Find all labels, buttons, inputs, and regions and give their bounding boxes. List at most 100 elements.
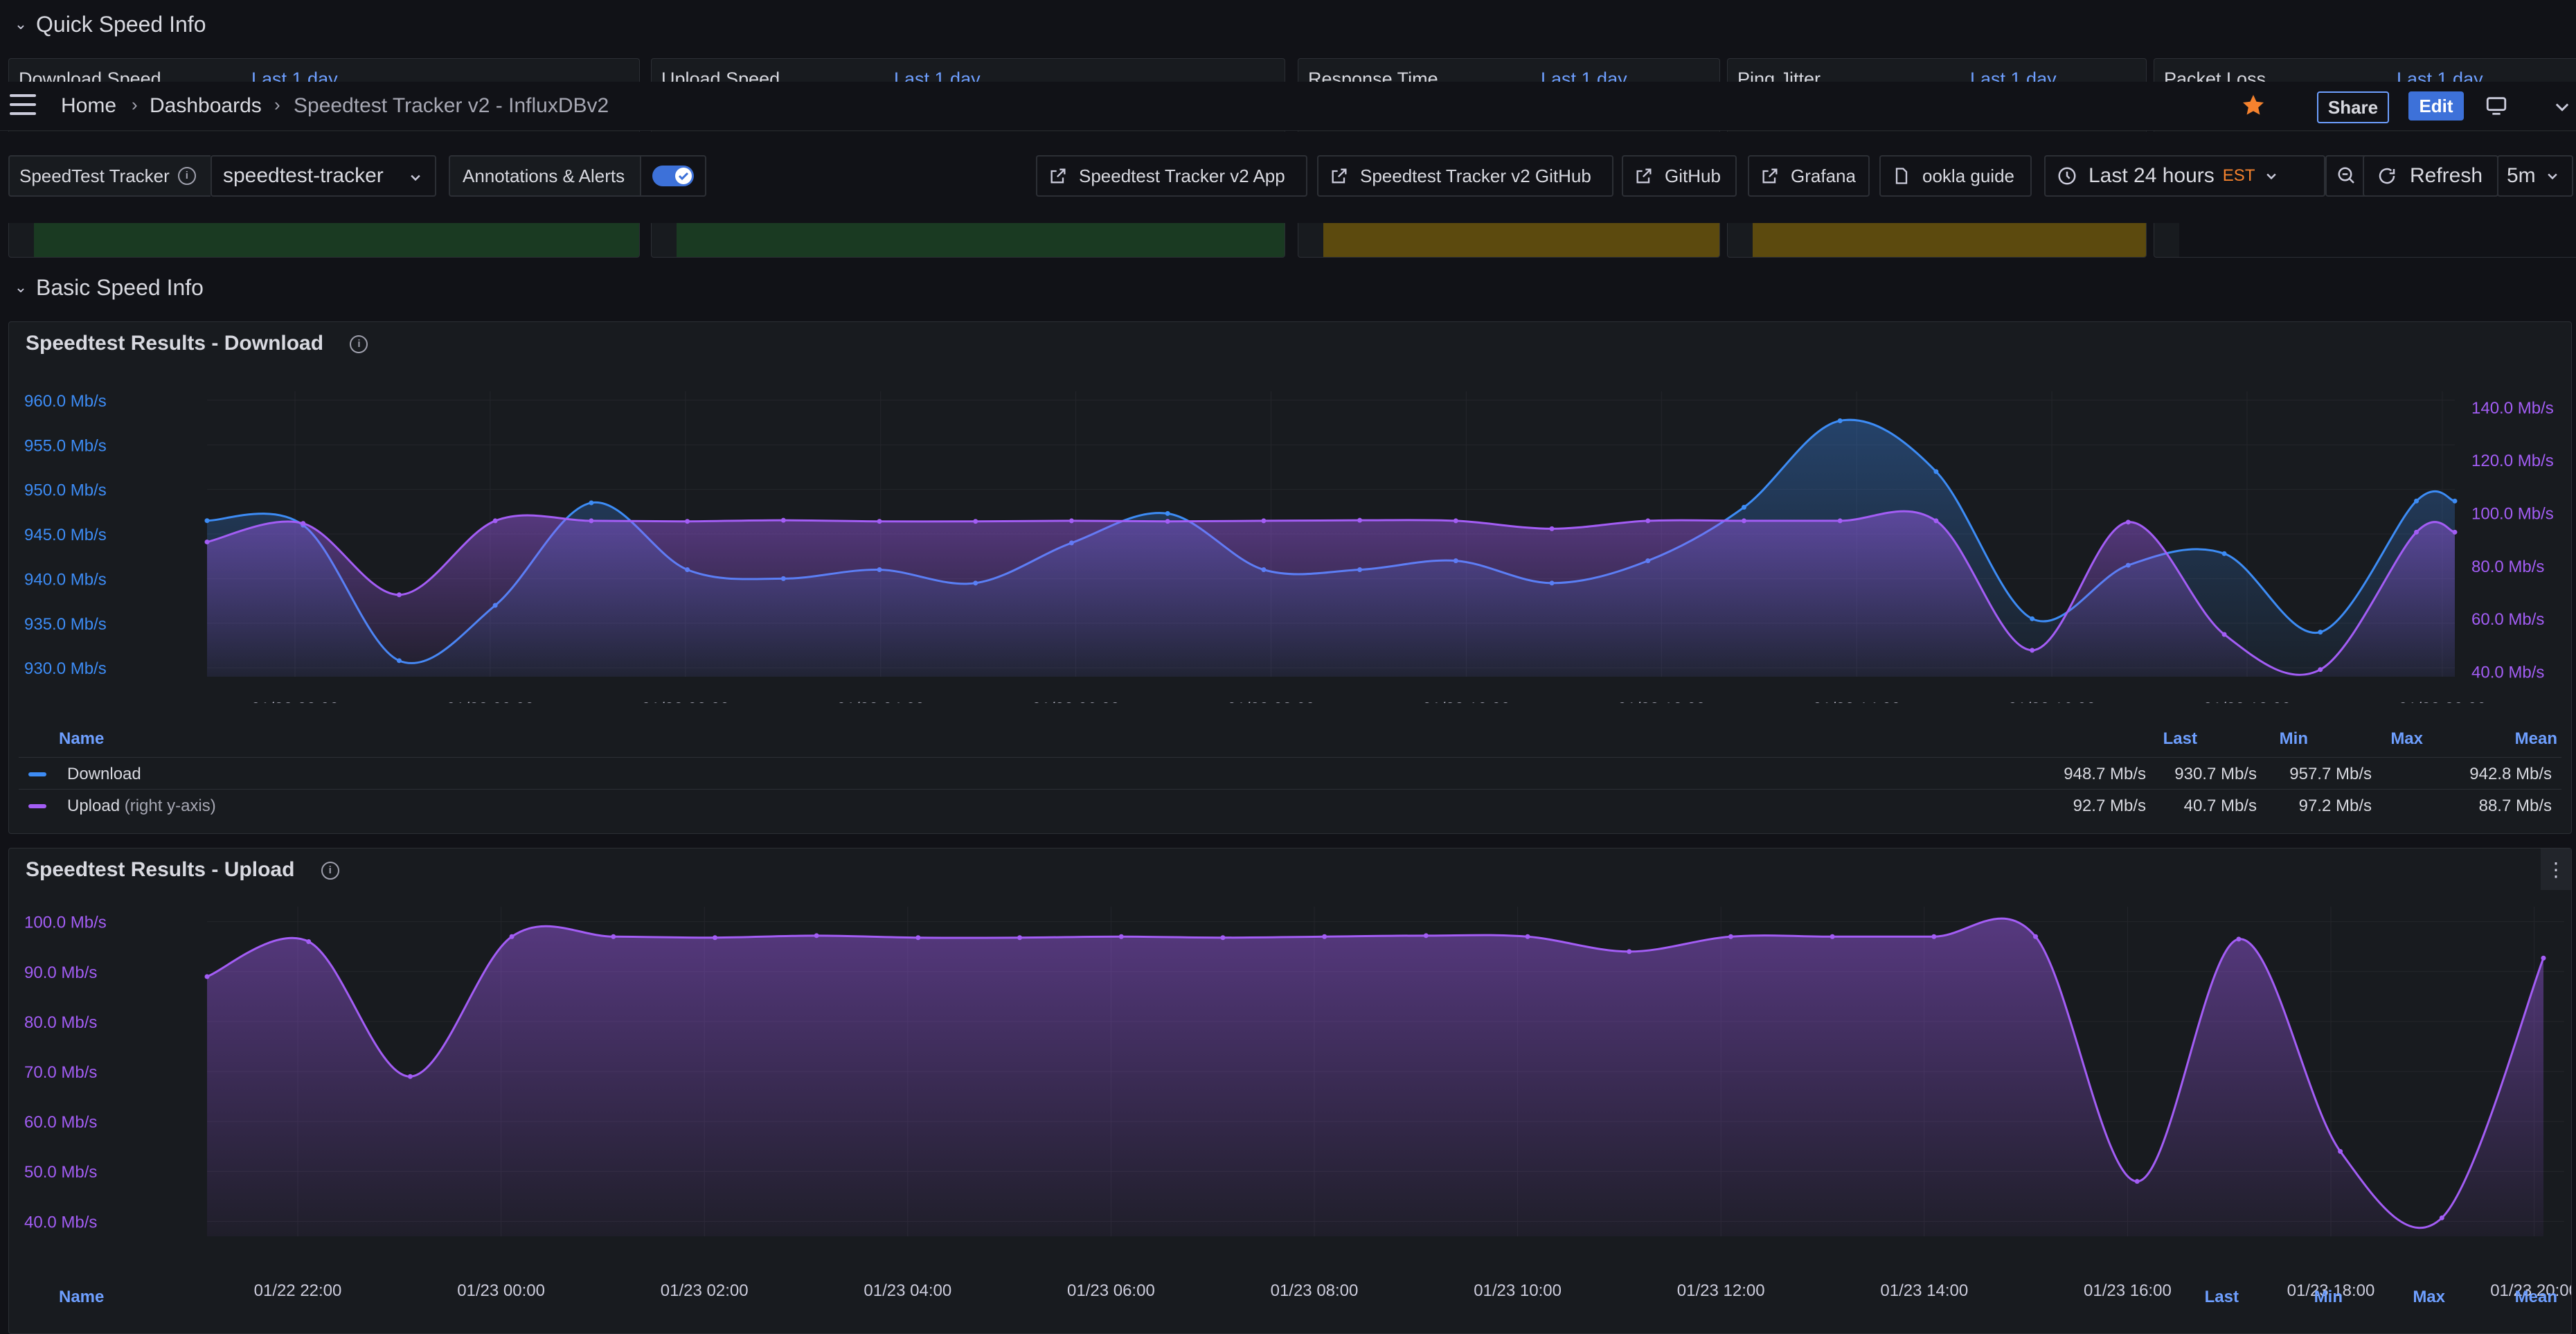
legend-header-last[interactable]: Last: [2163, 729, 2197, 748]
data-point[interactable]: [611, 934, 616, 939]
link-button[interactable]: Grafana: [1748, 155, 1870, 197]
zoom-out-button[interactable]: [2325, 155, 2368, 197]
data-point[interactable]: [814, 933, 819, 939]
legend-header-name[interactable]: Name: [59, 729, 105, 748]
data-point[interactable]: [1165, 519, 1170, 524]
series-line-upload[interactable]: [206, 917, 2545, 1229]
time-picker[interactable]: Last 24 hours EST: [2044, 155, 2325, 197]
data-point[interactable]: [1549, 526, 1555, 531]
data-point[interactable]: [492, 518, 498, 524]
data-point[interactable]: [1933, 518, 1939, 524]
legend-header-min[interactable]: Min: [2279, 729, 2308, 748]
breadcrumb-dashboards[interactable]: Dashboards: [150, 94, 262, 117]
series-line-upload[interactable]: [206, 510, 2456, 676]
data-point[interactable]: [2221, 632, 2227, 637]
data-point[interactable]: [306, 939, 312, 944]
data-point[interactable]: [2236, 936, 2242, 942]
data-point[interactable]: [1423, 933, 1429, 939]
legend-header-max[interactable]: Max: [2390, 729, 2423, 748]
data-point[interactable]: [1165, 510, 1170, 516]
info-icon[interactable]: i: [350, 335, 368, 354]
legend-header-last[interactable]: Last: [2204, 1288, 2239, 1306]
data-point[interactable]: [780, 517, 786, 523]
data-point[interactable]: [2125, 519, 2131, 525]
data-point[interactable]: [2318, 667, 2323, 673]
data-point[interactable]: [2030, 648, 2035, 653]
data-point[interactable]: [1931, 934, 1937, 939]
edit-button[interactable]: Edit: [2408, 91, 2464, 121]
menu-icon[interactable]: [10, 94, 36, 118]
data-point[interactable]: [2414, 529, 2420, 535]
data-point[interactable]: [1837, 518, 1843, 524]
data-point[interactable]: [712, 935, 717, 941]
data-point[interactable]: [1220, 935, 1226, 941]
info-icon[interactable]: i: [321, 862, 339, 880]
data-point[interactable]: [204, 518, 210, 524]
breadcrumb-home[interactable]: Home: [61, 94, 117, 117]
upload-chart[interactable]: 100.0 Mb/s 90.0 Mb/s 80.0 Mb/s 70.0 Mb/s 60.…: [9, 897, 2571, 1306]
panel-title[interactable]: Speedtest Results - Upload i: [26, 858, 339, 882]
link-button[interactable]: Speedtest Tracker v2 App: [1036, 155, 1307, 197]
data-point[interactable]: [2452, 498, 2458, 504]
data-point[interactable]: [1261, 518, 1267, 524]
data-point[interactable]: [1118, 934, 1124, 939]
star-icon[interactable]: [2241, 93, 2266, 118]
toggle-switch[interactable]: [652, 166, 694, 186]
row-quick-speed-info[interactable]: ⌄ Quick Speed Info: [0, 0, 206, 48]
data-point[interactable]: [2033, 934, 2039, 939]
data-point[interactable]: [877, 519, 882, 524]
data-point[interactable]: [1068, 518, 1074, 524]
data-point[interactable]: [1933, 469, 1939, 474]
link-button[interactable]: GitHub: [1622, 155, 1737, 197]
data-point[interactable]: [1525, 934, 1530, 939]
data-point[interactable]: [2030, 616, 2035, 621]
data-point[interactable]: [2452, 529, 2458, 535]
tv-mode-icon[interactable]: [2485, 94, 2508, 118]
legend-header-min[interactable]: Min: [2314, 1288, 2343, 1306]
data-point[interactable]: [396, 592, 402, 598]
refresh-interval-select[interactable]: 5m: [2497, 155, 2573, 197]
data-point[interactable]: [204, 539, 210, 544]
refresh-button[interactable]: Refresh: [2363, 155, 2498, 197]
data-point[interactable]: [1357, 517, 1363, 523]
data-point[interactable]: [2541, 955, 2546, 961]
legend-header-mean[interactable]: Mean: [2514, 729, 2557, 748]
link-ookla-guide[interactable]: ookla guide: [1879, 155, 2032, 197]
variable-select-tracker[interactable]: speedtest-tracker: [211, 155, 436, 197]
data-point[interactable]: [2414, 498, 2420, 504]
panel-title[interactable]: Speedtest Results - Download i: [26, 332, 368, 355]
data-point[interactable]: [685, 519, 690, 524]
data-point[interactable]: [1322, 934, 1327, 939]
info-icon[interactable]: i: [177, 167, 196, 185]
data-point[interactable]: [1837, 418, 1843, 423]
annotations-toggle[interactable]: [640, 155, 706, 197]
data-point[interactable]: [1741, 518, 1746, 524]
data-point[interactable]: [1645, 518, 1651, 524]
data-point[interactable]: [589, 518, 594, 524]
data-point[interactable]: [915, 935, 921, 941]
data-point[interactable]: [407, 1074, 413, 1079]
chevron-down-icon[interactable]: [2552, 97, 2572, 116]
data-point[interactable]: [1741, 504, 1746, 510]
legend-row[interactable]: Download 948.7 Mb/s 930.7 Mb/s 957.7 Mb/s 9…: [19, 757, 2561, 790]
data-point[interactable]: [1728, 934, 1733, 939]
data-point[interactable]: [301, 521, 306, 526]
data-point[interactable]: [1453, 518, 1458, 524]
share-button[interactable]: Share: [2317, 91, 2389, 123]
row-basic-speed-info[interactable]: ⌄ Basic Speed Info: [0, 263, 204, 312]
data-point[interactable]: [1830, 934, 1835, 939]
data-point[interactable]: [2439, 1215, 2444, 1220]
data-point[interactable]: [204, 974, 210, 979]
data-point[interactable]: [509, 934, 515, 939]
legend-header-max[interactable]: Max: [2413, 1288, 2445, 1306]
data-point[interactable]: [1017, 935, 1023, 941]
data-point[interactable]: [1627, 949, 1632, 954]
data-point[interactable]: [2221, 551, 2227, 556]
download-chart[interactable]: 960.0 Mb/s 955.0 Mb/s 950.0 Mb/s 945.0 Mb/s…: [9, 377, 2571, 703]
legend-row[interactable]: Upload (right y-axis) 92.7 Mb/s 40.7 Mb/s 9…: [19, 789, 2561, 821]
data-point[interactable]: [2134, 1179, 2140, 1184]
data-point[interactable]: [589, 500, 594, 506]
data-point[interactable]: [2338, 1148, 2343, 1154]
data-point[interactable]: [973, 519, 978, 524]
data-point[interactable]: [2318, 630, 2323, 635]
